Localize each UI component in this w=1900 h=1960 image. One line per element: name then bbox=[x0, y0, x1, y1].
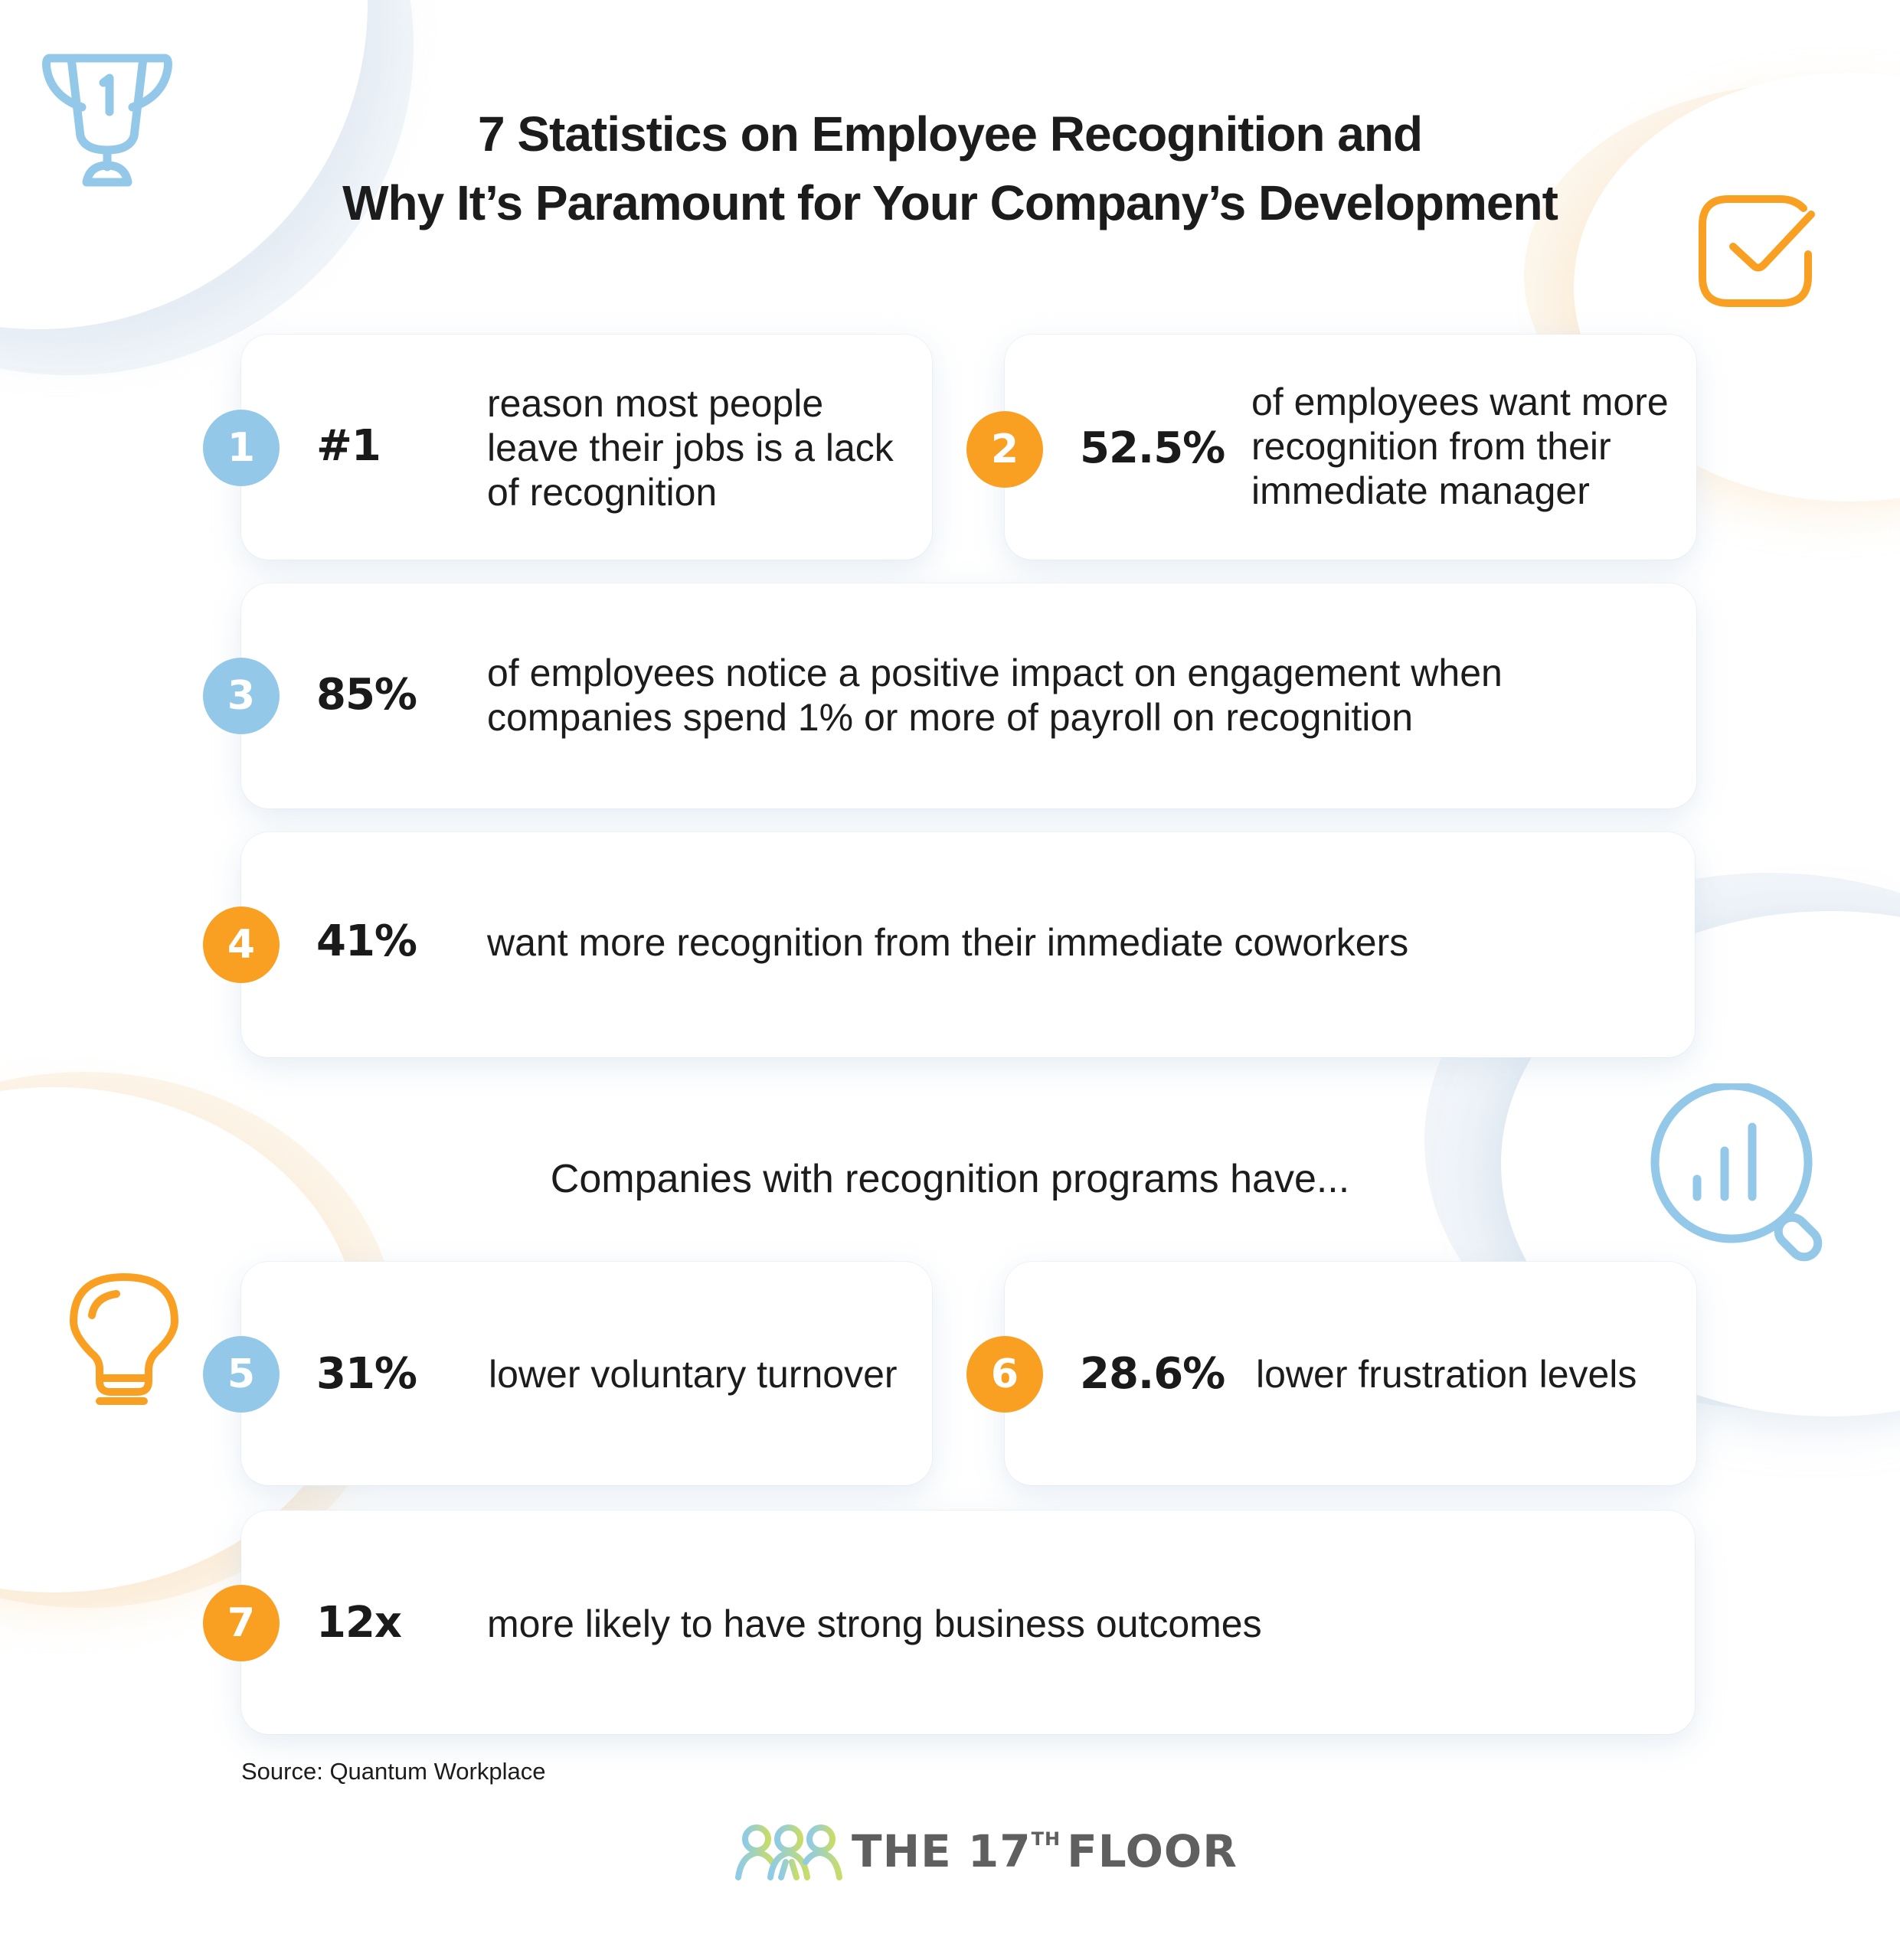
stat-card-3 bbox=[241, 583, 1696, 808]
checkbox-icon bbox=[1696, 193, 1819, 309]
stat-value: 31% bbox=[316, 1349, 417, 1399]
brand-name-part: FLOOR bbox=[1067, 1825, 1238, 1877]
stat-description-line: companies spend 1% or more of payroll on… bbox=[487, 696, 1414, 739]
stat-card-6 bbox=[1005, 1262, 1696, 1485]
stat-description: lower frustration levels bbox=[1256, 1352, 1637, 1396]
stat-number-badge: 1 bbox=[203, 410, 280, 486]
stat-number-badge: 6 bbox=[966, 1336, 1043, 1413]
stat-description-line: lower voluntary turnover bbox=[489, 1353, 898, 1396]
stat-value: 52.5% bbox=[1080, 423, 1225, 473]
lightbulb-icon bbox=[69, 1271, 180, 1424]
stat-description: reason most people leave their jobs is a… bbox=[487, 381, 894, 514]
stat-value: 85% bbox=[316, 670, 417, 720]
stat-number-badge: 5 bbox=[203, 1336, 280, 1413]
stat-description-line: of employees want more bbox=[1251, 381, 1669, 423]
magnifier-chart-icon bbox=[1650, 1083, 1838, 1271]
stat-value: #1 bbox=[316, 421, 381, 471]
stat-card-1 bbox=[241, 335, 932, 560]
stat-description-line: reason most people bbox=[487, 382, 824, 425]
stat-number-badge: 3 bbox=[203, 658, 280, 734]
stat-card-5 bbox=[241, 1262, 932, 1485]
stat-description: of employees notice a positive impact on… bbox=[487, 651, 1503, 740]
stat-description-line: want more recognition from their immedia… bbox=[487, 921, 1409, 964]
source-citation: Source: Quantum Workplace bbox=[241, 1758, 546, 1785]
stat-number-badge: 2 bbox=[966, 411, 1043, 488]
stat-description-line: more likely to have strong business outc… bbox=[487, 1602, 1262, 1645]
stat-description: more likely to have strong business outc… bbox=[487, 1602, 1262, 1646]
stat-value: 41% bbox=[316, 916, 417, 966]
stat-description: want more recognition from their immedia… bbox=[487, 920, 1408, 965]
stat-card-7 bbox=[241, 1511, 1695, 1734]
stat-description-line: lower frustration levels bbox=[1256, 1353, 1637, 1396]
brand-superscript: TH bbox=[1031, 1828, 1061, 1850]
stat-card-2 bbox=[1005, 335, 1696, 560]
brand-logo: THE 17 TH FLOOR bbox=[735, 1822, 1238, 1880]
section-subtitle: Companies with recognition programs have… bbox=[550, 1157, 1350, 1201]
stat-number-badge: 7 bbox=[203, 1585, 280, 1661]
stat-description-line: of recognition bbox=[487, 471, 718, 514]
page-title: 7 Statistics on Employee Recognition and… bbox=[0, 100, 1900, 237]
stat-number-badge: 4 bbox=[203, 906, 280, 983]
brand-name: THE 17 TH FLOOR bbox=[852, 1825, 1238, 1877]
stat-value: 28.6% bbox=[1080, 1349, 1225, 1399]
stat-description-line: recognition from their bbox=[1251, 425, 1611, 468]
stat-description-line: immediate manager bbox=[1251, 469, 1590, 512]
trophy-icon bbox=[42, 52, 172, 190]
stat-value: 12x bbox=[316, 1598, 402, 1648]
people-logo-icon bbox=[735, 1822, 842, 1880]
stat-description-line: of employees notice a positive impact on… bbox=[487, 652, 1503, 694]
title-line-1: 7 Statistics on Employee Recognition and bbox=[477, 106, 1423, 162]
stat-description-line: leave their jobs is a lack bbox=[487, 426, 894, 469]
stat-card-4 bbox=[241, 832, 1695, 1057]
stat-description: of employees want more recognition from … bbox=[1251, 380, 1669, 513]
title-line-2: Why It’s Paramount for Your Company’s De… bbox=[342, 175, 1558, 230]
stat-description: lower voluntary turnover bbox=[489, 1352, 898, 1396]
brand-name-part: THE 17 bbox=[852, 1825, 1032, 1877]
